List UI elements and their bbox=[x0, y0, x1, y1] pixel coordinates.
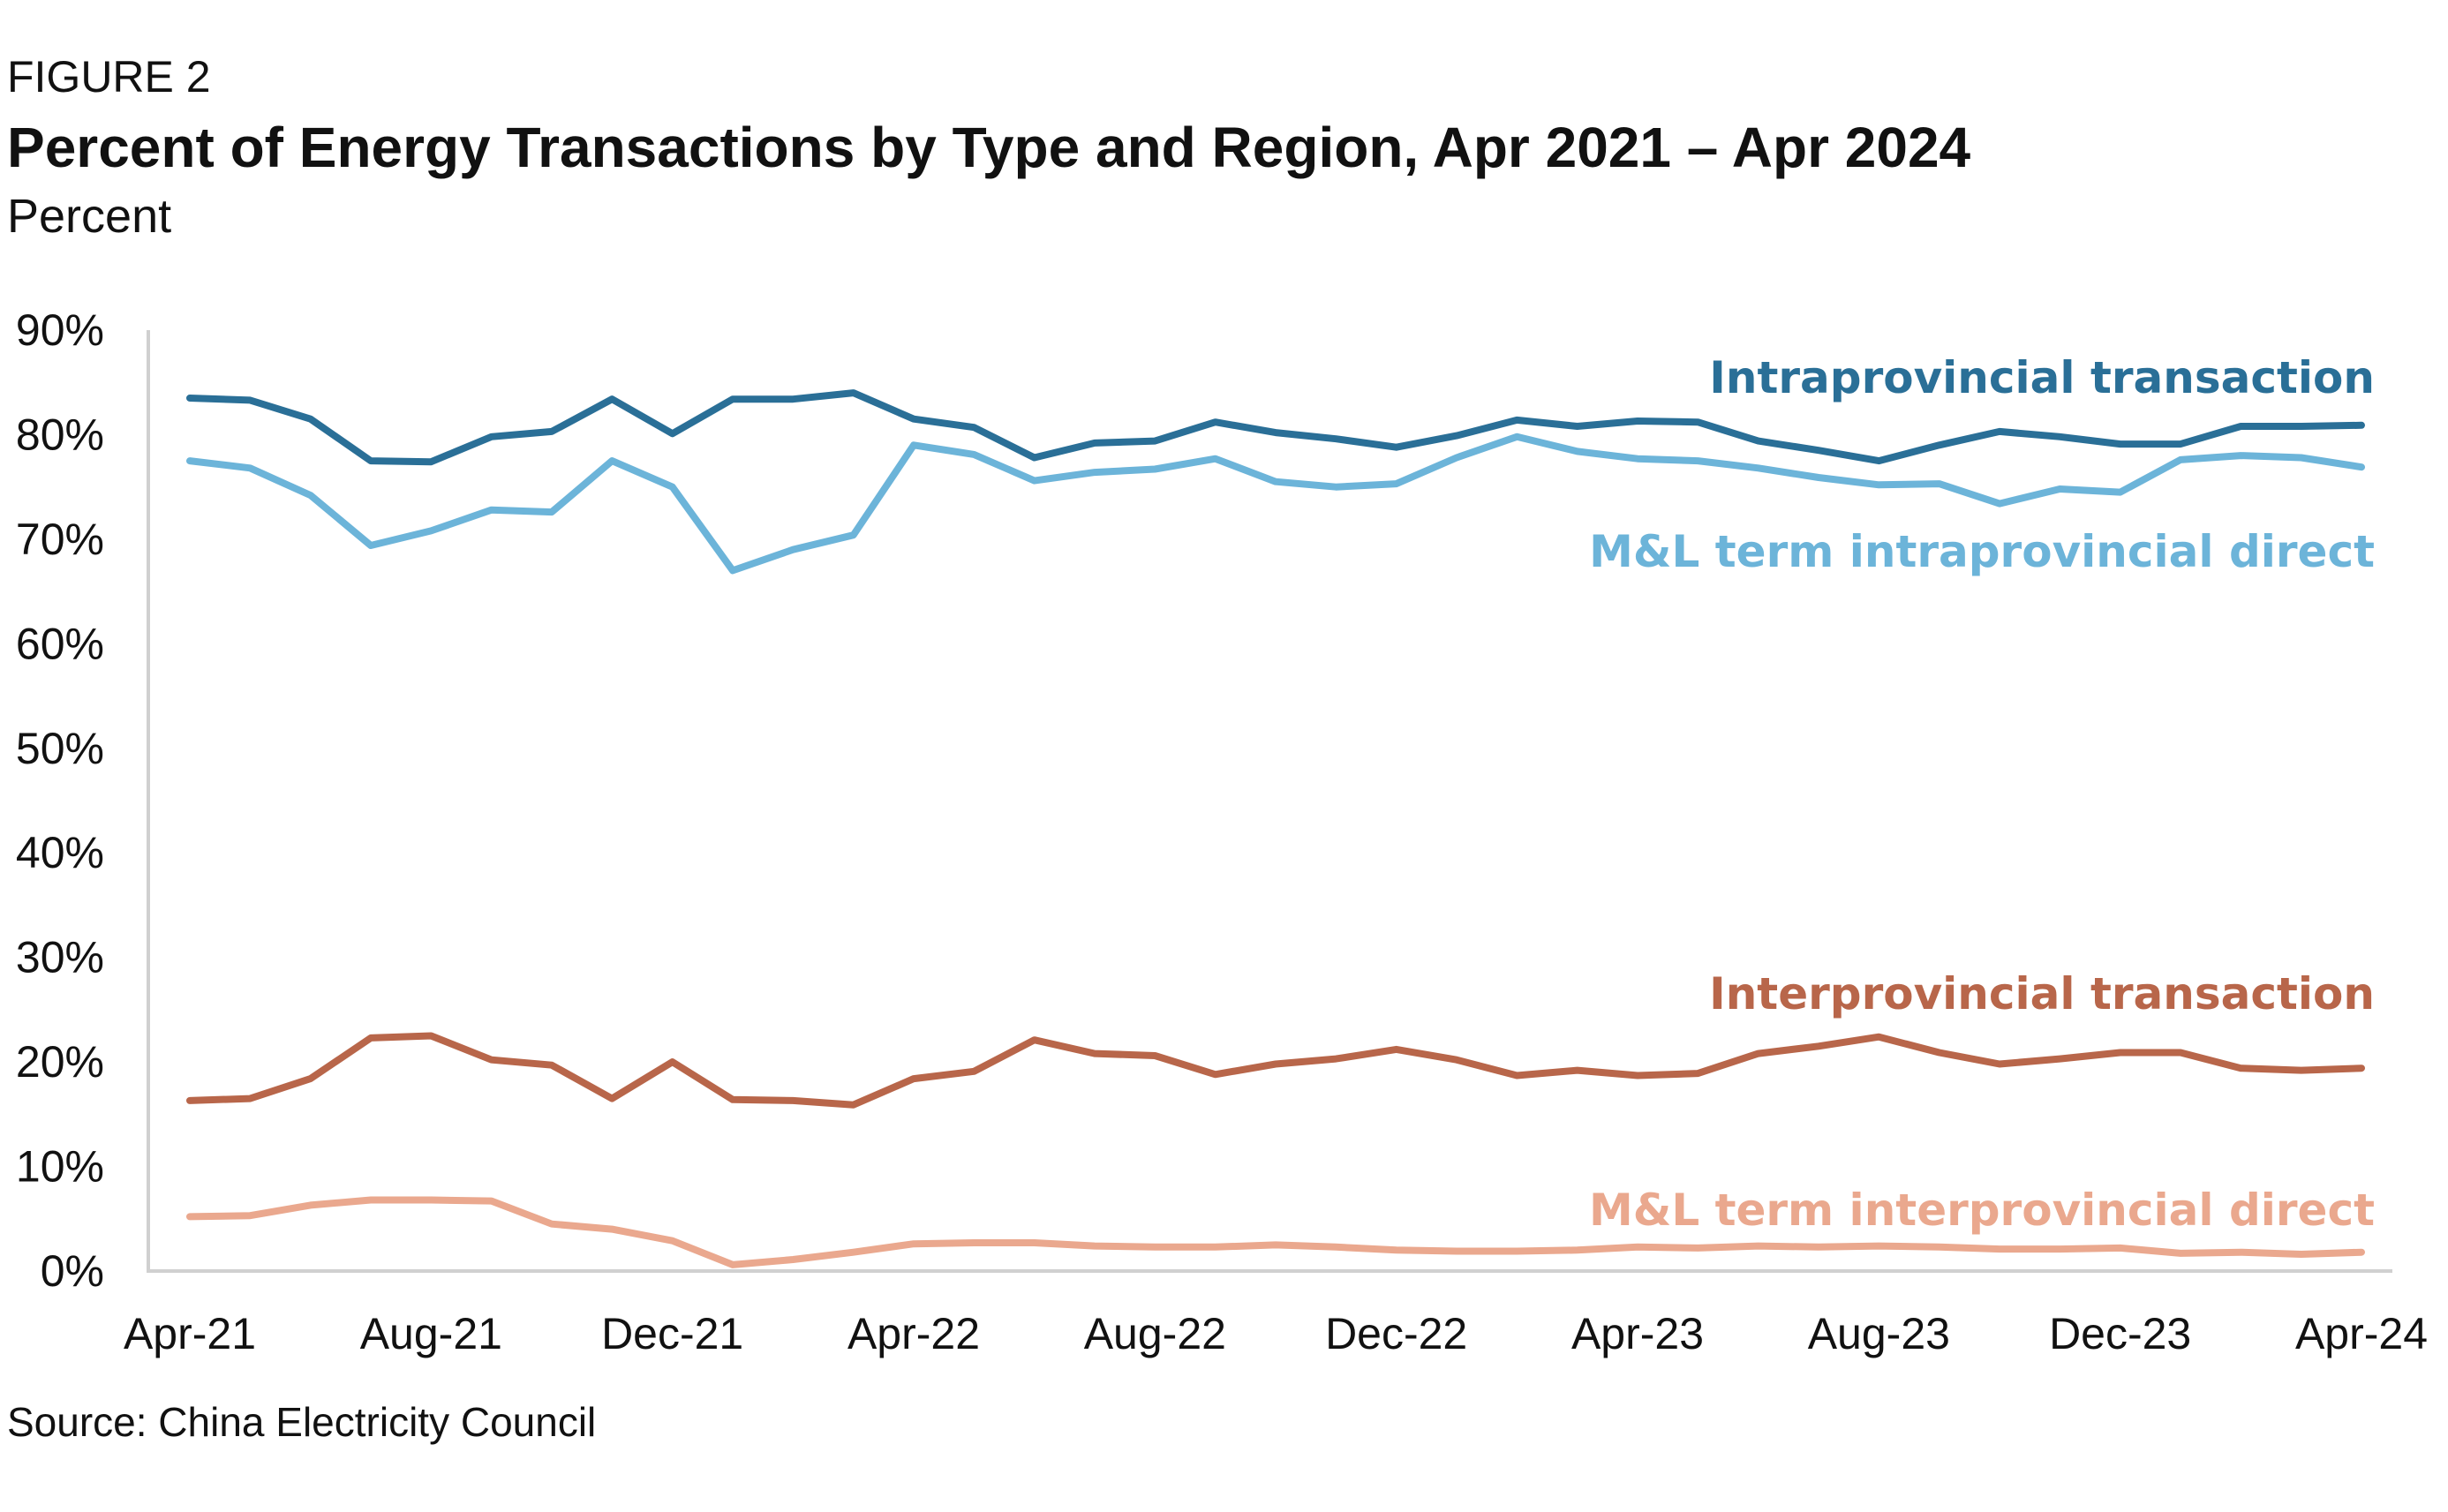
y-tick-label: 40% bbox=[16, 828, 104, 877]
x-tick-label: Apr-23 bbox=[1571, 1309, 1704, 1358]
x-tick-label: Aug-23 bbox=[1808, 1309, 1950, 1358]
chart-subtitle: Percent bbox=[7, 190, 172, 243]
series-label: M&L term intraprovincial direct bbox=[1589, 526, 2375, 577]
figure-label: FIGURE 2 bbox=[7, 52, 211, 102]
series-line bbox=[186, 433, 2365, 575]
x-tick-label: Apr-21 bbox=[124, 1309, 256, 1358]
series-line bbox=[186, 389, 2365, 466]
y-tick-label: 20% bbox=[16, 1037, 104, 1087]
chart-axes bbox=[147, 330, 2392, 1273]
y-tick-label: 70% bbox=[16, 515, 104, 564]
x-tick-label: Apr-24 bbox=[2295, 1309, 2428, 1358]
series-label: Interprovincial transaction bbox=[1709, 968, 2375, 1019]
series-line bbox=[186, 1196, 2365, 1268]
x-tick-label: Dec-22 bbox=[1325, 1309, 1467, 1358]
series-label: Intraprovincial transaction bbox=[1709, 352, 2375, 403]
x-axis-ticks: Apr-21 Aug-21 Dec-21 Apr-22 Aug-22 Dec-22 Apr-… bbox=[124, 1309, 2428, 1358]
series-labels: Intraprovincial transaction M&L term intr… bbox=[1589, 352, 2375, 1236]
x-tick-label: Aug-21 bbox=[360, 1309, 502, 1358]
source-note: Source: China Electricity Council bbox=[7, 1399, 597, 1445]
y-tick-label: 90% bbox=[16, 305, 104, 355]
x-tick-label: Dec-23 bbox=[2049, 1309, 2191, 1358]
y-axis-ticks: 0% 10% 20% 30% 40% 50% 60% 70% 80% 90% bbox=[16, 305, 104, 1296]
x-tick-label: Apr-22 bbox=[847, 1309, 980, 1358]
series-label: M&L term interprovincial direct bbox=[1589, 1185, 2375, 1236]
y-tick-label: 50% bbox=[16, 724, 104, 773]
chart-title: Percent of Energy Transactions by Type a… bbox=[7, 116, 1971, 179]
series-lines bbox=[186, 389, 2365, 1268]
y-tick-label: 60% bbox=[16, 619, 104, 668]
x-tick-label: Dec-21 bbox=[601, 1309, 743, 1358]
series-line bbox=[186, 1032, 2365, 1109]
y-tick-label: 0% bbox=[41, 1246, 104, 1296]
y-tick-label: 10% bbox=[16, 1142, 104, 1192]
y-tick-label: 30% bbox=[16, 933, 104, 982]
y-tick-label: 80% bbox=[16, 410, 104, 459]
x-tick-label: Aug-22 bbox=[1084, 1309, 1226, 1358]
